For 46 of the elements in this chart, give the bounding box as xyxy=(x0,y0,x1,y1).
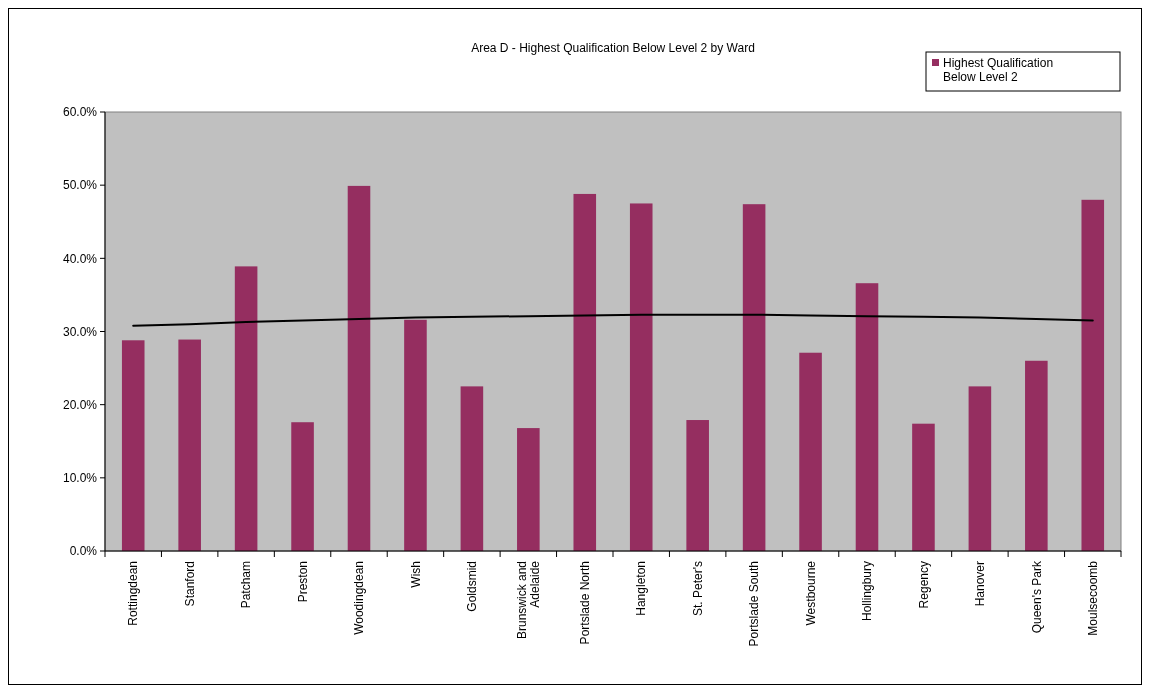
x-tick-label: Westbourne xyxy=(803,560,818,626)
bar xyxy=(178,339,201,551)
line-series xyxy=(132,313,1094,327)
x-tick-label: Rottingdean xyxy=(126,561,141,626)
bar xyxy=(234,266,258,551)
bar xyxy=(686,420,709,551)
x-tick-label: Goldsmid xyxy=(465,561,480,612)
bar xyxy=(291,422,314,551)
bar xyxy=(629,203,653,551)
y-tick-label: 40.0% xyxy=(62,251,98,266)
x-tick-label: Portslade North xyxy=(577,561,592,645)
y-tick-label: 30.0% xyxy=(62,324,98,339)
bar xyxy=(799,352,822,551)
bar xyxy=(347,185,371,551)
y-tick-label: 0.0% xyxy=(69,544,98,559)
x-tick-label: St. Peter's xyxy=(690,561,705,616)
bar xyxy=(742,204,766,551)
y-tick-label: 20.0% xyxy=(62,397,98,412)
bar xyxy=(1025,360,1048,551)
x-tick-label: Regency xyxy=(916,561,931,609)
y-tick-label: 10.0% xyxy=(62,471,98,486)
y-tick-label: 60.0% xyxy=(62,105,98,120)
x-tick-label: Moulsecoomb xyxy=(1085,560,1100,636)
x-tick-label: Hollingbury xyxy=(860,561,875,622)
x-tick-label: Stanford xyxy=(182,561,197,607)
chart-title: Area D - Highest Qualification Below Level 2 by Ward xyxy=(471,41,755,55)
bar xyxy=(404,319,427,551)
x-tick-label: Patcham xyxy=(239,561,254,609)
bar xyxy=(912,423,935,551)
x-tick-label: Hangleton xyxy=(634,561,649,616)
legend-label: Highest Qualification Below Level 2 xyxy=(943,56,1054,85)
y-tick-label: 50.0% xyxy=(62,178,98,193)
bar xyxy=(573,193,597,551)
x-tick-label: Queen's Park xyxy=(1029,560,1044,634)
x-tick-label: Hanover xyxy=(973,561,988,607)
bar xyxy=(121,340,145,551)
bar xyxy=(968,386,992,551)
x-tick-label: Portslade South xyxy=(747,561,762,647)
x-tick-label: Woodingdean xyxy=(352,561,367,635)
x-tick-label: Preston xyxy=(295,561,310,603)
bar xyxy=(855,283,879,551)
x-tick-label: Wish xyxy=(408,561,423,588)
bar xyxy=(517,428,540,551)
bar xyxy=(1081,199,1105,551)
bar xyxy=(460,386,484,551)
x-tick-label: Brunswick and Adelaide xyxy=(514,560,543,640)
